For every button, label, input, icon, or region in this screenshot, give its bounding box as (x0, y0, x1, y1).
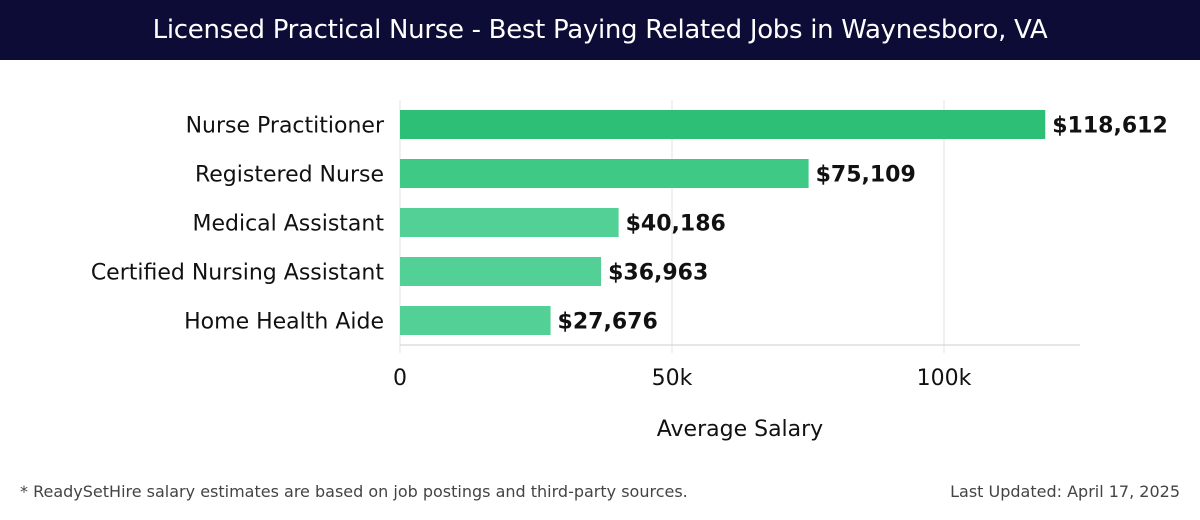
value-label: $36,963 (608, 261, 708, 286)
x-axis-title: Average Salary (657, 417, 823, 442)
category-label: Medical Assistant (192, 212, 384, 237)
bar (400, 257, 602, 286)
bars (400, 110, 1046, 335)
bar (400, 110, 1046, 139)
value-label: $40,186 (626, 212, 726, 237)
x-tick-label: 50k (652, 366, 693, 391)
x-tick-label: 0 (393, 366, 407, 391)
category-label: Home Health Aide (184, 310, 384, 335)
value-label: $75,109 (816, 163, 916, 188)
labels: 0 50k 100k Nurse Practitioner $118,612 Regist… (91, 114, 1168, 392)
value-label: $118,612 (1052, 114, 1168, 139)
bar (400, 306, 551, 335)
category-label: Certified Nursing Assistant (91, 261, 385, 286)
category-label: Nurse Practitioner (186, 114, 385, 139)
title-bar: Licensed Practical Nurse - Best Paying R… (0, 0, 1200, 60)
x-tick-label: 100k (917, 366, 972, 391)
category-label: Registered Nurse (195, 163, 384, 188)
chart-title: Licensed Practical Nurse - Best Paying R… (152, 15, 1048, 45)
footnote: * ReadySetHire salary estimates are base… (20, 482, 688, 501)
bar-chart: 0 50k 100k Nurse Practitioner $118,612 Regist… (91, 100, 1168, 442)
bar (400, 208, 619, 237)
last-updated: Last Updated: April 17, 2025 (950, 482, 1180, 501)
value-label: $27,676 (558, 310, 658, 335)
bar (400, 159, 809, 188)
